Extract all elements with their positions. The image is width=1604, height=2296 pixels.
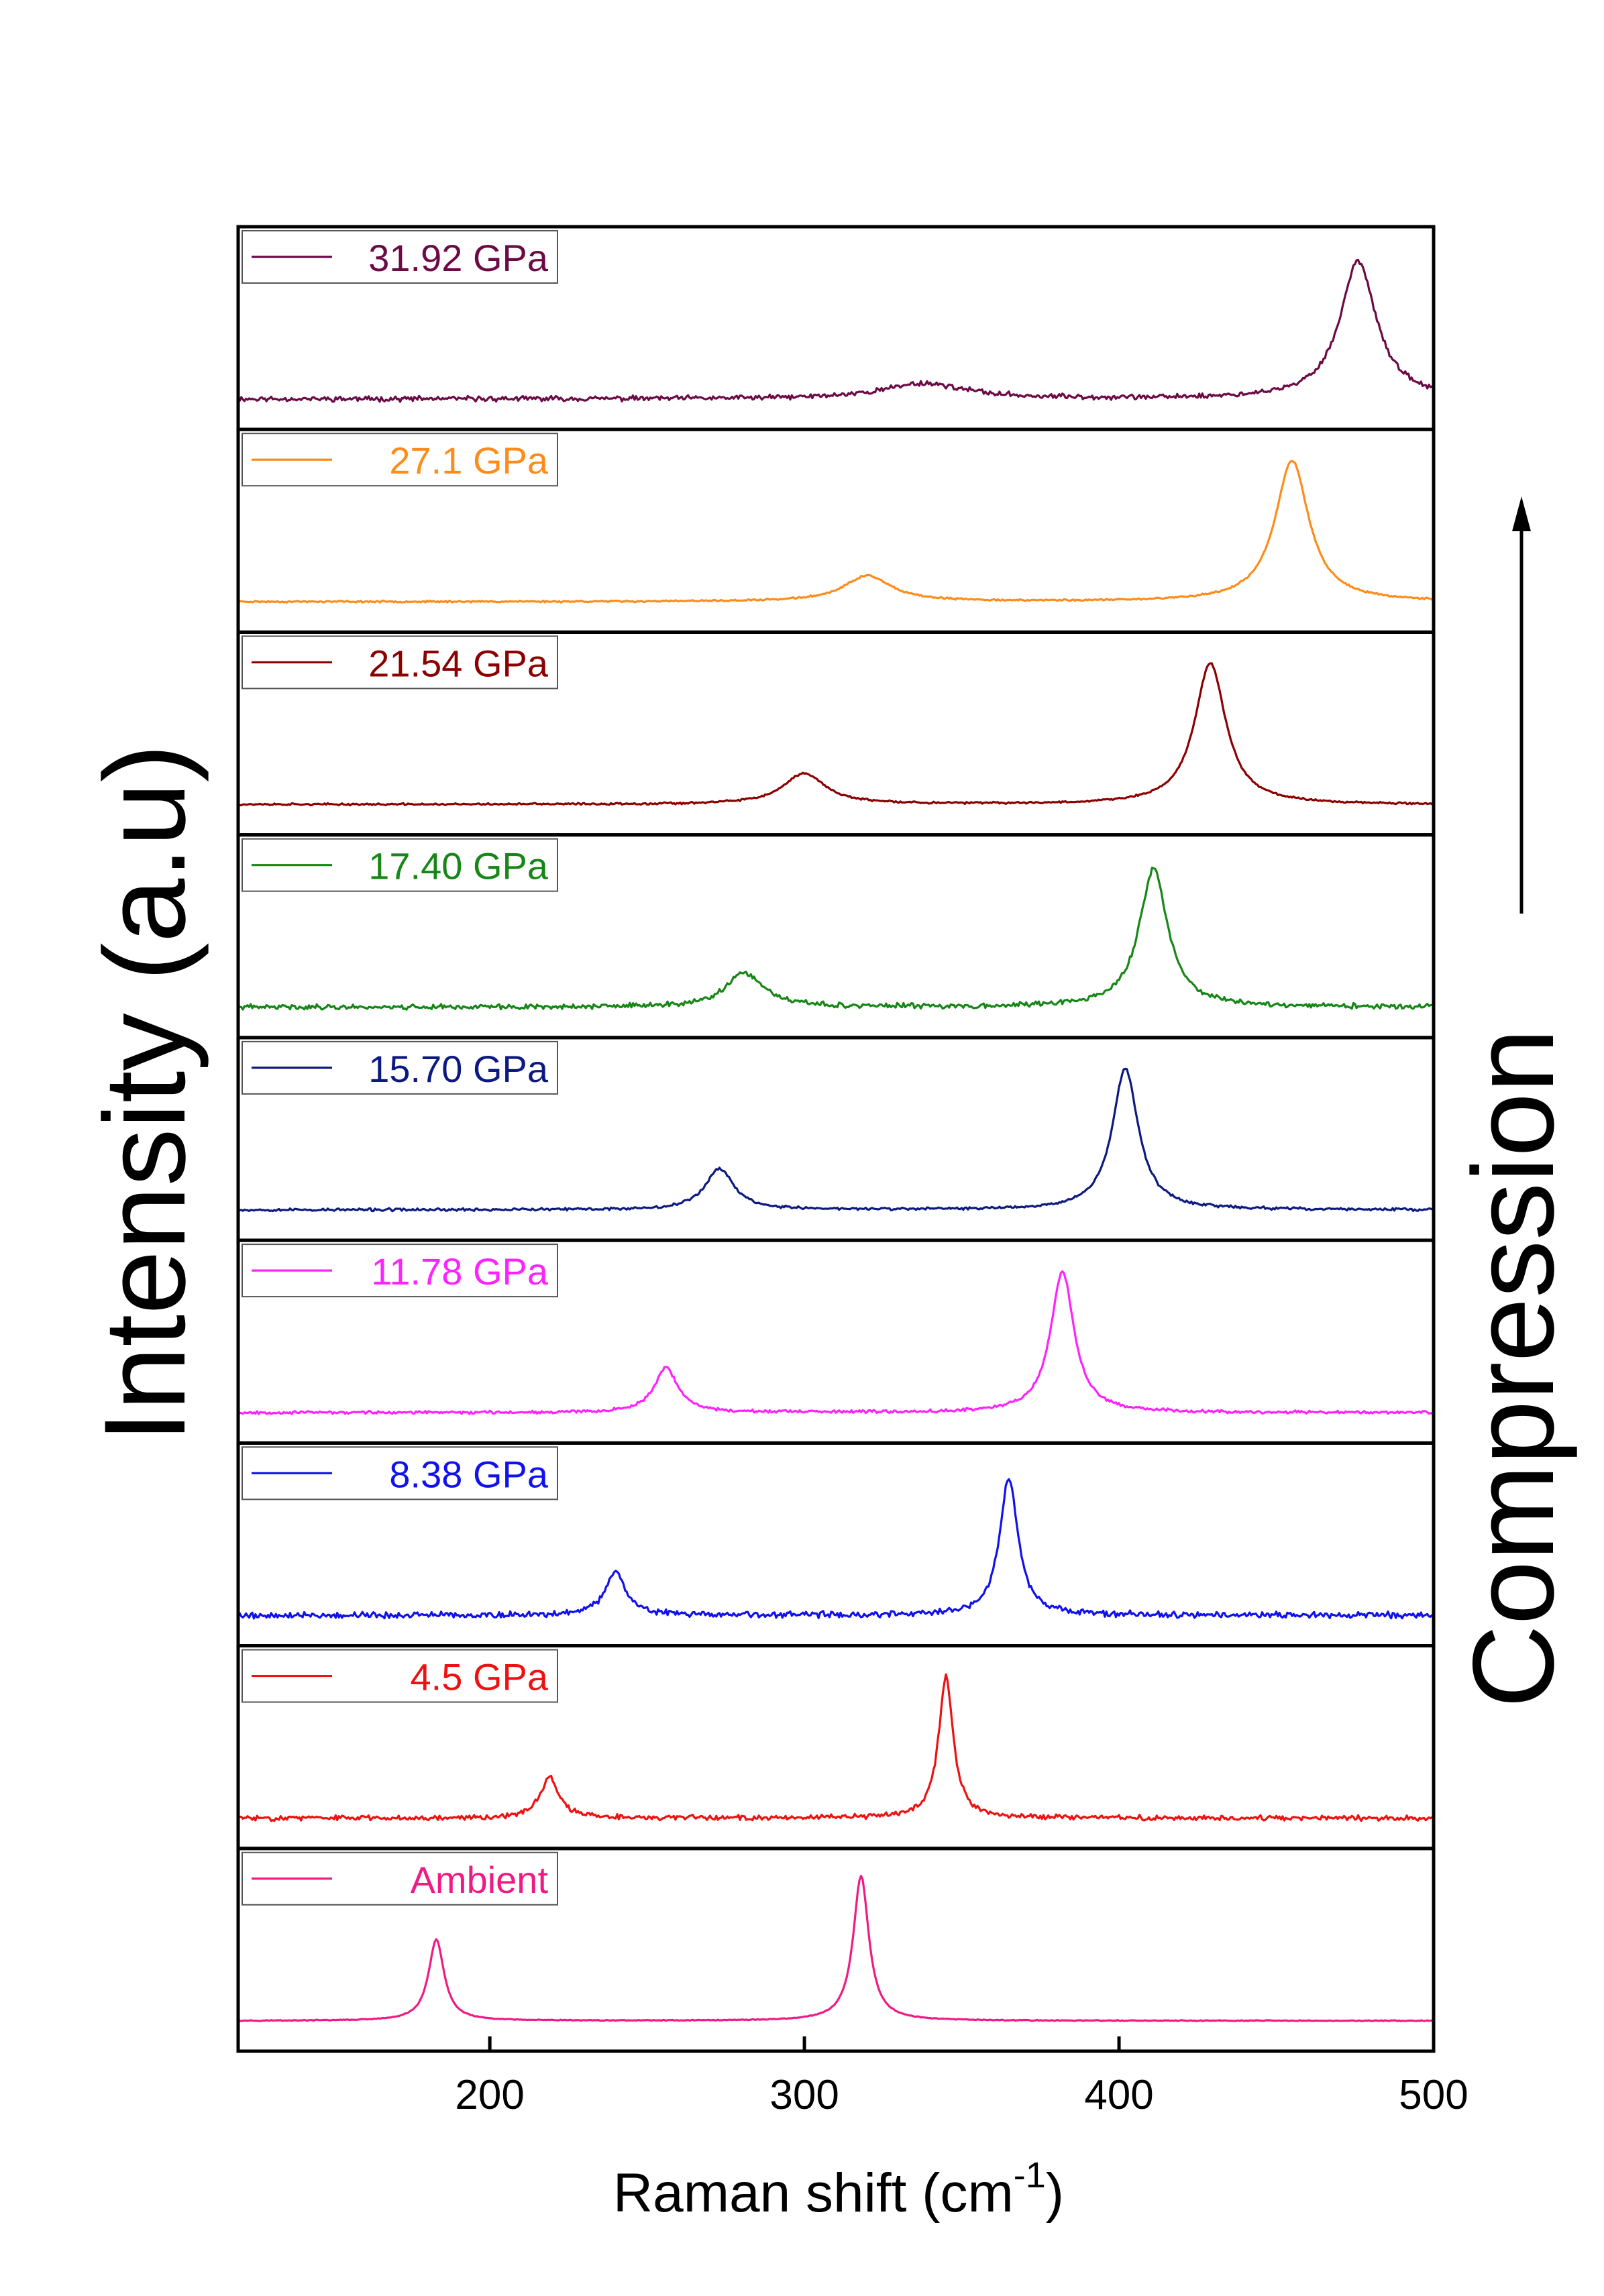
panel: Ambient	[236, 1847, 1436, 2053]
legend: 31.92 GPa	[242, 230, 558, 284]
legend: 11.78 GPa	[242, 1244, 558, 1298]
series-line	[237, 1673, 1434, 1822]
panel: 11.78 GPa	[236, 1238, 1436, 1445]
x-tick-label: 200	[455, 2072, 524, 2118]
panel-frame	[236, 1847, 1436, 2053]
legend: 15.70 GPa	[242, 1040, 558, 1095]
x-axis-label-superscript: -1	[1014, 2155, 1046, 2195]
legend-label: 21.54 GPa	[368, 642, 549, 684]
compression-label: Compression	[1449, 1028, 1578, 1708]
legend: 21.54 GPa	[242, 635, 558, 690]
panels-layer: 31.92 GPa 27.1 GPa 21.54 GPa 17.40 GPa 15.70…	[236, 225, 1436, 2053]
legend-box	[242, 433, 558, 487]
series-line	[237, 1875, 1434, 2022]
panel: 4.5 GPa	[236, 1644, 1436, 1851]
legend-label: 15.70 GPa	[368, 1048, 549, 1090]
series-line	[237, 258, 1435, 403]
x-tick-label: 500	[1399, 2072, 1468, 2118]
legend-label: 8.38 GPa	[389, 1453, 548, 1495]
panel: 15.70 GPa	[236, 1036, 1436, 1242]
y-axis-label: Intensity (a.u)	[81, 744, 209, 1443]
x-tick-label: 300	[769, 2072, 839, 2118]
series-line	[237, 1478, 1435, 1620]
panel: 31.92 GPa	[236, 225, 1436, 431]
x-axis-label-main: Raman shift (cm	[613, 2163, 1014, 2224]
legend: 4.5 GPa	[242, 1649, 558, 1703]
legend: 8.38 GPa	[242, 1446, 558, 1500]
panel: 8.38 GPa	[236, 1441, 1436, 1648]
legend: 27.1 GPa	[242, 433, 558, 487]
legend-label: Ambient	[411, 1859, 549, 1901]
panel: 21.54 GPa	[236, 630, 1436, 837]
panel: 27.1 GPa	[236, 427, 1436, 634]
legend: 17.40 GPa	[242, 838, 558, 892]
legend-label: 17.40 GPa	[368, 845, 549, 887]
series-line	[237, 662, 1435, 807]
legend: Ambient	[242, 1851, 558, 1906]
legend-label: 11.78 GPa	[371, 1250, 548, 1293]
x-axis: 200 300 400 500	[455, 2036, 1468, 2118]
series-line	[237, 1067, 1434, 1213]
series-line	[237, 1270, 1435, 1415]
x-axis-label-end: )	[1046, 2163, 1064, 2224]
compression-arrow-head	[1512, 496, 1531, 531]
series-line	[237, 867, 1434, 1011]
x-axis-label: Raman shift (cm-1)	[613, 2155, 1064, 2224]
legend-label: 31.92 GPa	[368, 237, 549, 279]
panel: 17.40 GPa	[236, 833, 1436, 1040]
legend-label: 27.1 GPa	[389, 439, 548, 482]
x-tick-label: 400	[1084, 2072, 1153, 2118]
legend-box	[242, 230, 558, 284]
series-line	[237, 459, 1435, 604]
legend-label: 4.5 GPa	[411, 1656, 549, 1698]
